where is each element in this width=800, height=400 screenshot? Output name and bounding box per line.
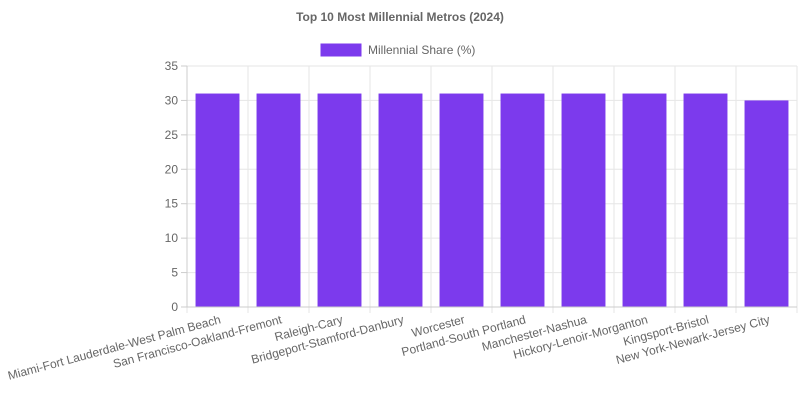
legend[interactable]: Millennial Share (%) <box>320 43 475 57</box>
bar[interactable] <box>683 93 728 308</box>
chart-title: Top 10 Most Millennial Metros (2024) <box>296 10 504 24</box>
y-tick-label: 15 <box>165 197 179 211</box>
y-tick-label: 35 <box>165 59 179 73</box>
x-axis-ticks: Miami-Fort Lauderdale-West Palm BeachSan… <box>6 312 771 383</box>
bar[interactable] <box>744 100 789 307</box>
y-tick-label: 10 <box>165 231 179 245</box>
bar[interactable] <box>195 93 240 308</box>
bar[interactable] <box>622 93 667 308</box>
y-tick-label: 30 <box>165 93 179 107</box>
y-tick-label: 5 <box>171 266 178 280</box>
legend-label: Millennial Share (%) <box>368 43 475 57</box>
bars-layer <box>195 93 789 308</box>
y-tick-label: 0 <box>171 300 178 314</box>
bar[interactable] <box>256 93 301 308</box>
y-axis-ticks: 0 5 10 15 20 25 30 35 <box>165 59 179 314</box>
bar[interactable] <box>317 93 362 308</box>
bar[interactable] <box>500 93 545 308</box>
y-tick-label: 25 <box>165 128 179 142</box>
bar[interactable] <box>378 93 423 308</box>
bar[interactable] <box>439 93 484 308</box>
y-tick-label: 20 <box>165 162 179 176</box>
bar[interactable] <box>561 93 606 308</box>
legend-swatch <box>320 43 362 57</box>
axes-layer <box>181 65 797 308</box>
